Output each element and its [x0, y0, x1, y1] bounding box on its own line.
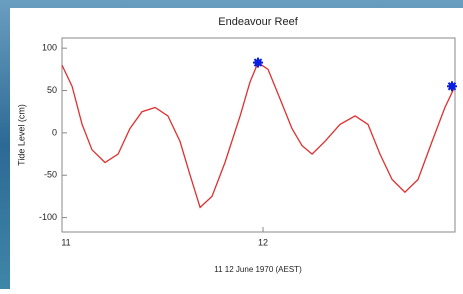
x-tick-label: 11 [61, 237, 70, 247]
chart: Endeavour Reef Tide Level (cm) 11 12 Jun… [0, 0, 463, 289]
page: Endeavour Reef Tide Level (cm) 11 12 Jun… [0, 0, 463, 289]
y-tick-label: 0 [52, 127, 57, 137]
marker-core [254, 59, 261, 66]
tide-marker [447, 81, 457, 91]
y-tick-label: 100 [42, 43, 57, 53]
y-tick-label: -50 [44, 170, 57, 180]
tide-marker [253, 58, 263, 68]
panel [10, 8, 463, 289]
marker-core [448, 83, 455, 90]
x-axis-label: 11 12 June 1970 (AEST) [214, 265, 302, 274]
chart-title: Endeavour Reef [218, 16, 298, 28]
y-axis-label: Tide Level (cm) [16, 104, 26, 166]
y-tick-label: 50 [47, 85, 57, 95]
x-tick-label: 12 [258, 237, 268, 247]
y-tick-label: -100 [39, 212, 57, 222]
